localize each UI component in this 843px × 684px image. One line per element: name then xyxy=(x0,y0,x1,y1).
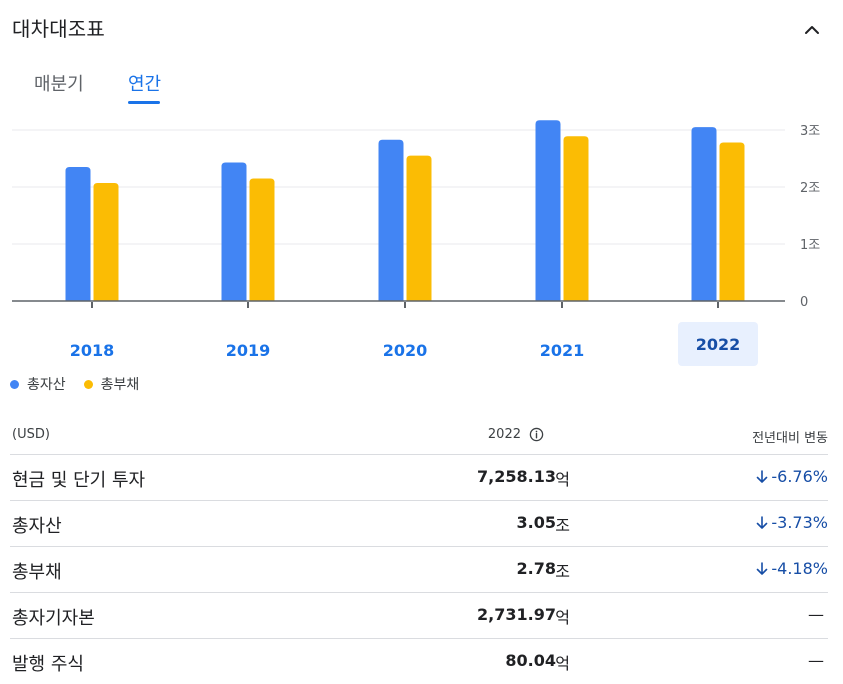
currency-label: (USD) xyxy=(12,427,50,442)
balance-sheet-header: 대차대조표 xyxy=(0,0,843,56)
row-change-value: -6.76% xyxy=(771,467,828,486)
table-row: 현금 및 단기 투자 7,258.13 억 -6.76% xyxy=(10,455,828,501)
row-change: -6.76% xyxy=(755,467,828,486)
row-label: 발행 주식 xyxy=(12,654,84,675)
row-unit: 억 xyxy=(555,654,570,673)
chart-canvas: 0 1조 2조 3조 xyxy=(12,120,820,310)
row-label: 현금 및 단기 투자 xyxy=(12,470,146,491)
row-value: 3.05 xyxy=(516,513,556,532)
collapse-button[interactable] xyxy=(796,14,828,46)
bar-total-liabilities xyxy=(249,178,275,301)
balance-sheet-table: (USD) 2022 전년대비 변동 현금 및 단기 투자 7,258.13 억… xyxy=(10,414,828,684)
table-row: 총자산 3.05 조 -3.73% xyxy=(10,501,828,547)
row-change-value: -4.18% xyxy=(771,559,828,578)
legend-label-total-assets: 총자산 xyxy=(27,377,66,393)
bar-total-liabilities xyxy=(563,136,589,301)
x-tick-label-2022[interactable]: 2022 xyxy=(678,322,758,366)
table-row: 총부채 2.78 조 -4.18% xyxy=(10,547,828,593)
row-change: -4.18% xyxy=(755,559,828,578)
legend-label-total-liabilities: 총부채 xyxy=(100,377,140,393)
row-unit: 조 xyxy=(555,562,570,581)
active-tab-indicator xyxy=(128,101,160,104)
y-tick-label: 3조 xyxy=(800,124,820,139)
change-column-header: 전년대비 변동 xyxy=(752,431,828,446)
row-unit: 억 xyxy=(555,470,570,489)
table-row: 발행 주식 80.04 억 — xyxy=(10,639,828,684)
legend-dot-total-assets xyxy=(10,379,19,389)
bar-total-assets xyxy=(65,167,91,301)
row-label: 총자기자본 xyxy=(12,608,95,629)
chevron-up-icon xyxy=(805,26,819,34)
year-column-header: 2022 xyxy=(488,427,544,442)
arrow-down-icon xyxy=(757,469,768,483)
table-header: (USD) 2022 전년대비 변동 xyxy=(10,414,828,455)
bar-total-liabilities xyxy=(406,155,432,301)
row-change: -3.73% xyxy=(755,513,828,532)
bar-total-assets xyxy=(221,162,247,301)
year-header-label: 2022 xyxy=(487,427,521,442)
legend-dot-total-liabilities xyxy=(83,379,93,389)
y-tick-label: 1조 xyxy=(800,238,820,253)
bar-total-liabilities xyxy=(93,183,119,301)
row-value: 2.78 xyxy=(516,559,556,578)
row-value: 7,258.13 xyxy=(477,467,556,486)
x-tick-label-2019[interactable]: 2019 xyxy=(225,340,271,360)
arrow-down-icon xyxy=(757,561,768,575)
bar-total-assets xyxy=(535,120,561,301)
x-tick-label-2020[interactable]: 2020 xyxy=(382,340,428,360)
row-change: — xyxy=(808,651,824,670)
bar-total-liabilities xyxy=(719,142,745,301)
bar-total-assets xyxy=(691,127,717,302)
bar-total-assets xyxy=(378,139,404,301)
x-tick-label-2021[interactable]: 2021 xyxy=(539,340,585,360)
row-unit: 억 xyxy=(555,608,570,627)
table-row: 총자기자본 2,731.97 억 — xyxy=(10,593,828,639)
tab-annual[interactable]: 연간 xyxy=(128,74,162,95)
row-label: 총자산 xyxy=(12,516,62,537)
period-tabs: 매분기 연간 xyxy=(0,58,843,106)
section-title: 대차대조표 xyxy=(12,17,105,41)
row-change: — xyxy=(808,605,824,624)
info-icon[interactable] xyxy=(529,427,544,442)
x-tick-label-2018[interactable]: 2018 xyxy=(69,340,115,360)
y-tick-label: 2조 xyxy=(800,181,820,196)
row-value: 2,731.97 xyxy=(477,605,556,624)
row-change-value: -3.73% xyxy=(771,513,828,532)
row-unit: 조 xyxy=(555,516,570,535)
legend-item-total-liabilities: 총부채 xyxy=(83,374,140,394)
tab-quarterly[interactable]: 매분기 xyxy=(34,74,84,95)
row-value: 80.04 xyxy=(505,651,556,670)
y-tick-label: 0 xyxy=(800,295,808,310)
balance-sheet-chart: 0 1조 2조 3조 xyxy=(0,108,843,373)
chart-legend: 총자산 총부채 xyxy=(10,374,139,394)
arrow-down-icon xyxy=(757,515,768,529)
legend-item-total-assets: 총자산 xyxy=(10,374,66,394)
row-label: 총부채 xyxy=(12,562,62,583)
